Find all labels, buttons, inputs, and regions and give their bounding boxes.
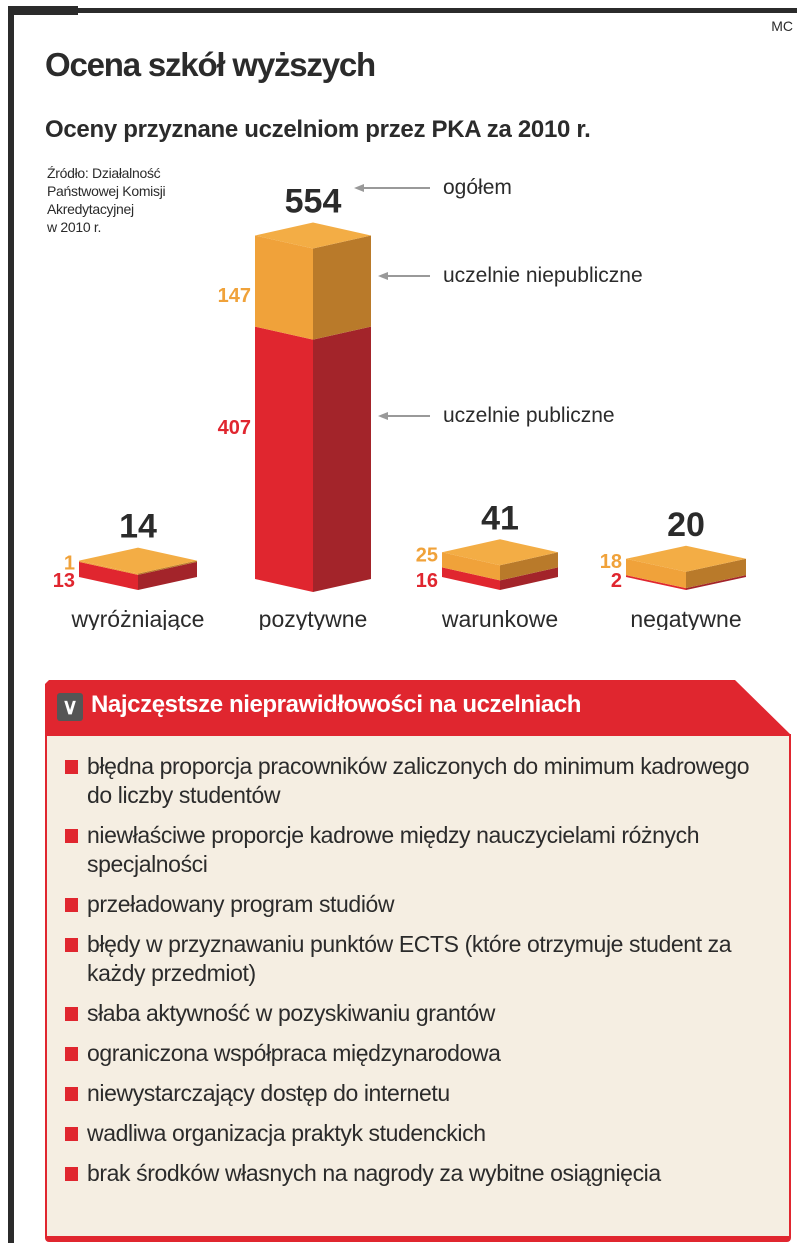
bar-public-2-side-face [500,567,558,590]
issues-box: błędna proporcja pracowników zaliczonych… [45,734,791,1242]
bar-nonpublic-0-side-face [138,560,197,575]
bar-public-3-side-face [686,575,746,590]
issue-text: niewłaściwe proporcje kadrowe między nau… [87,822,700,877]
bar-public-0-side-face [138,561,197,590]
bullet-square-icon [65,938,78,952]
chart-subtitle: Oceny przyznane uczelniom przez PKA za 2… [45,116,591,143]
category-label: negatywne [630,606,741,630]
issue-text: przeładowany program studiów [87,891,395,917]
bar-top-0 [79,547,197,574]
bullet-square-icon [65,1087,78,1101]
bar-public-0-front-face [79,561,138,590]
credit: MC [771,18,793,34]
public-value-label: 16 [416,570,438,592]
issues-list: błędna proporcja pracowników zaliczonych… [65,752,775,1199]
list-item: przeładowany program studiów [65,890,775,919]
bar-top-1 [255,222,371,249]
bar-nonpublic-2-side-face [500,552,558,581]
issue-text: błędna proporcja pracowników zaliczonych… [87,753,750,808]
bullet-square-icon [65,829,78,843]
total-label: 20 [667,506,705,544]
bullet-square-icon [65,760,78,774]
list-item: ograniczona współpraca międzynarodowa [65,1039,775,1068]
bar-public-2-front-face [442,567,500,590]
nonpublic-value-label: 25 [416,544,438,566]
nonpublic-value-label: 18 [600,551,622,573]
annotation-public: uczelnie publiczne [443,404,615,427]
bar-public-1-front-face [255,326,313,592]
arrow-left-icon [378,412,388,420]
arrow-left-icon [354,184,364,192]
issue-text: wadliwa organizacja praktyk studenckich [87,1120,486,1146]
public-value-label: 2 [611,570,622,592]
total-label: 14 [119,508,157,546]
bar-nonpublic-3-side-face [686,558,746,589]
bar-top-3 [626,545,746,572]
list-item: słaba aktywność w pozyskiwaniu grantów [65,999,775,1028]
list-item: brak środków własnych na nagrody za wybi… [65,1159,775,1188]
issue-text: niewystarczający dostęp do internetu [87,1080,450,1106]
frame-top-rule [8,8,797,13]
arrow-left-icon [378,272,388,280]
category-label: warunkowe [441,606,558,630]
list-item: błędy w przyznawaniu punktów ECTS (które… [65,930,775,988]
issue-text: błędy w przyznawaniu punktów ECTS (które… [87,931,732,986]
issue-text: brak środków własnych na nagrody za wybi… [87,1160,661,1186]
bullet-square-icon [65,1127,78,1141]
issues-header: ∨ Najczęstsze nieprawidłowości na uczeln… [45,680,795,736]
bullet-square-icon [65,1007,78,1021]
annotation-total: ogółem [443,176,512,199]
bar-nonpublic-3-front-face [626,558,686,589]
frame-corner [8,6,78,15]
bar-nonpublic-1-front-face [255,235,313,340]
issues-header-band [45,680,790,734]
bar-nonpublic-0-front-face [79,560,138,575]
list-item: niewystarczający dostęp do internetu [65,1079,775,1108]
bar-nonpublic-2-front-face [442,552,500,581]
bar-public-1-side-face [313,326,371,592]
bar-public-3-front-face [626,575,686,590]
frame-left-rule [8,8,14,1243]
chevron-down-icon: ∨ [57,693,83,721]
nonpublic-value-label: 1 [64,553,75,575]
bar-nonpublic-1-side-face [313,235,371,340]
category-label: pozytywne [259,606,368,630]
issue-text: słaba aktywność w pozyskiwaniu grantów [87,1000,495,1026]
bar-top-2 [442,539,558,566]
list-item: niewłaściwe proporcje kadrowe między nau… [65,821,775,879]
issues-title: Najczęstsze nieprawidłowości na uczelnia… [91,691,582,718]
total-label: 554 [285,183,342,221]
nonpublic-value-label: 147 [218,285,251,307]
category-label: wyróżniające [71,606,205,630]
total-label: 41 [481,499,519,537]
bullet-square-icon [65,1167,78,1181]
stacked-3d-bar-chart: 14 113 wyróżniające 554 147 407 pozytywne 41 25 1… [53,176,746,630]
list-item: błędna proporcja pracowników zaliczonych… [65,752,775,810]
annotation-nonpublic: uczelnie niepubliczne [443,264,643,287]
bullet-square-icon [65,1047,78,1061]
public-value-label: 407 [218,417,251,439]
public-value-label: 13 [53,570,75,592]
page-title: Ocena szkół wyższych [45,46,376,83]
source-note: Źródło: Działalność Państwowej Komisji A… [47,165,166,235]
bullet-square-icon [65,898,78,912]
issue-text: ograniczona współpraca międzynarodowa [87,1040,501,1066]
list-item: wadliwa organizacja praktyk studenckich [65,1119,775,1148]
